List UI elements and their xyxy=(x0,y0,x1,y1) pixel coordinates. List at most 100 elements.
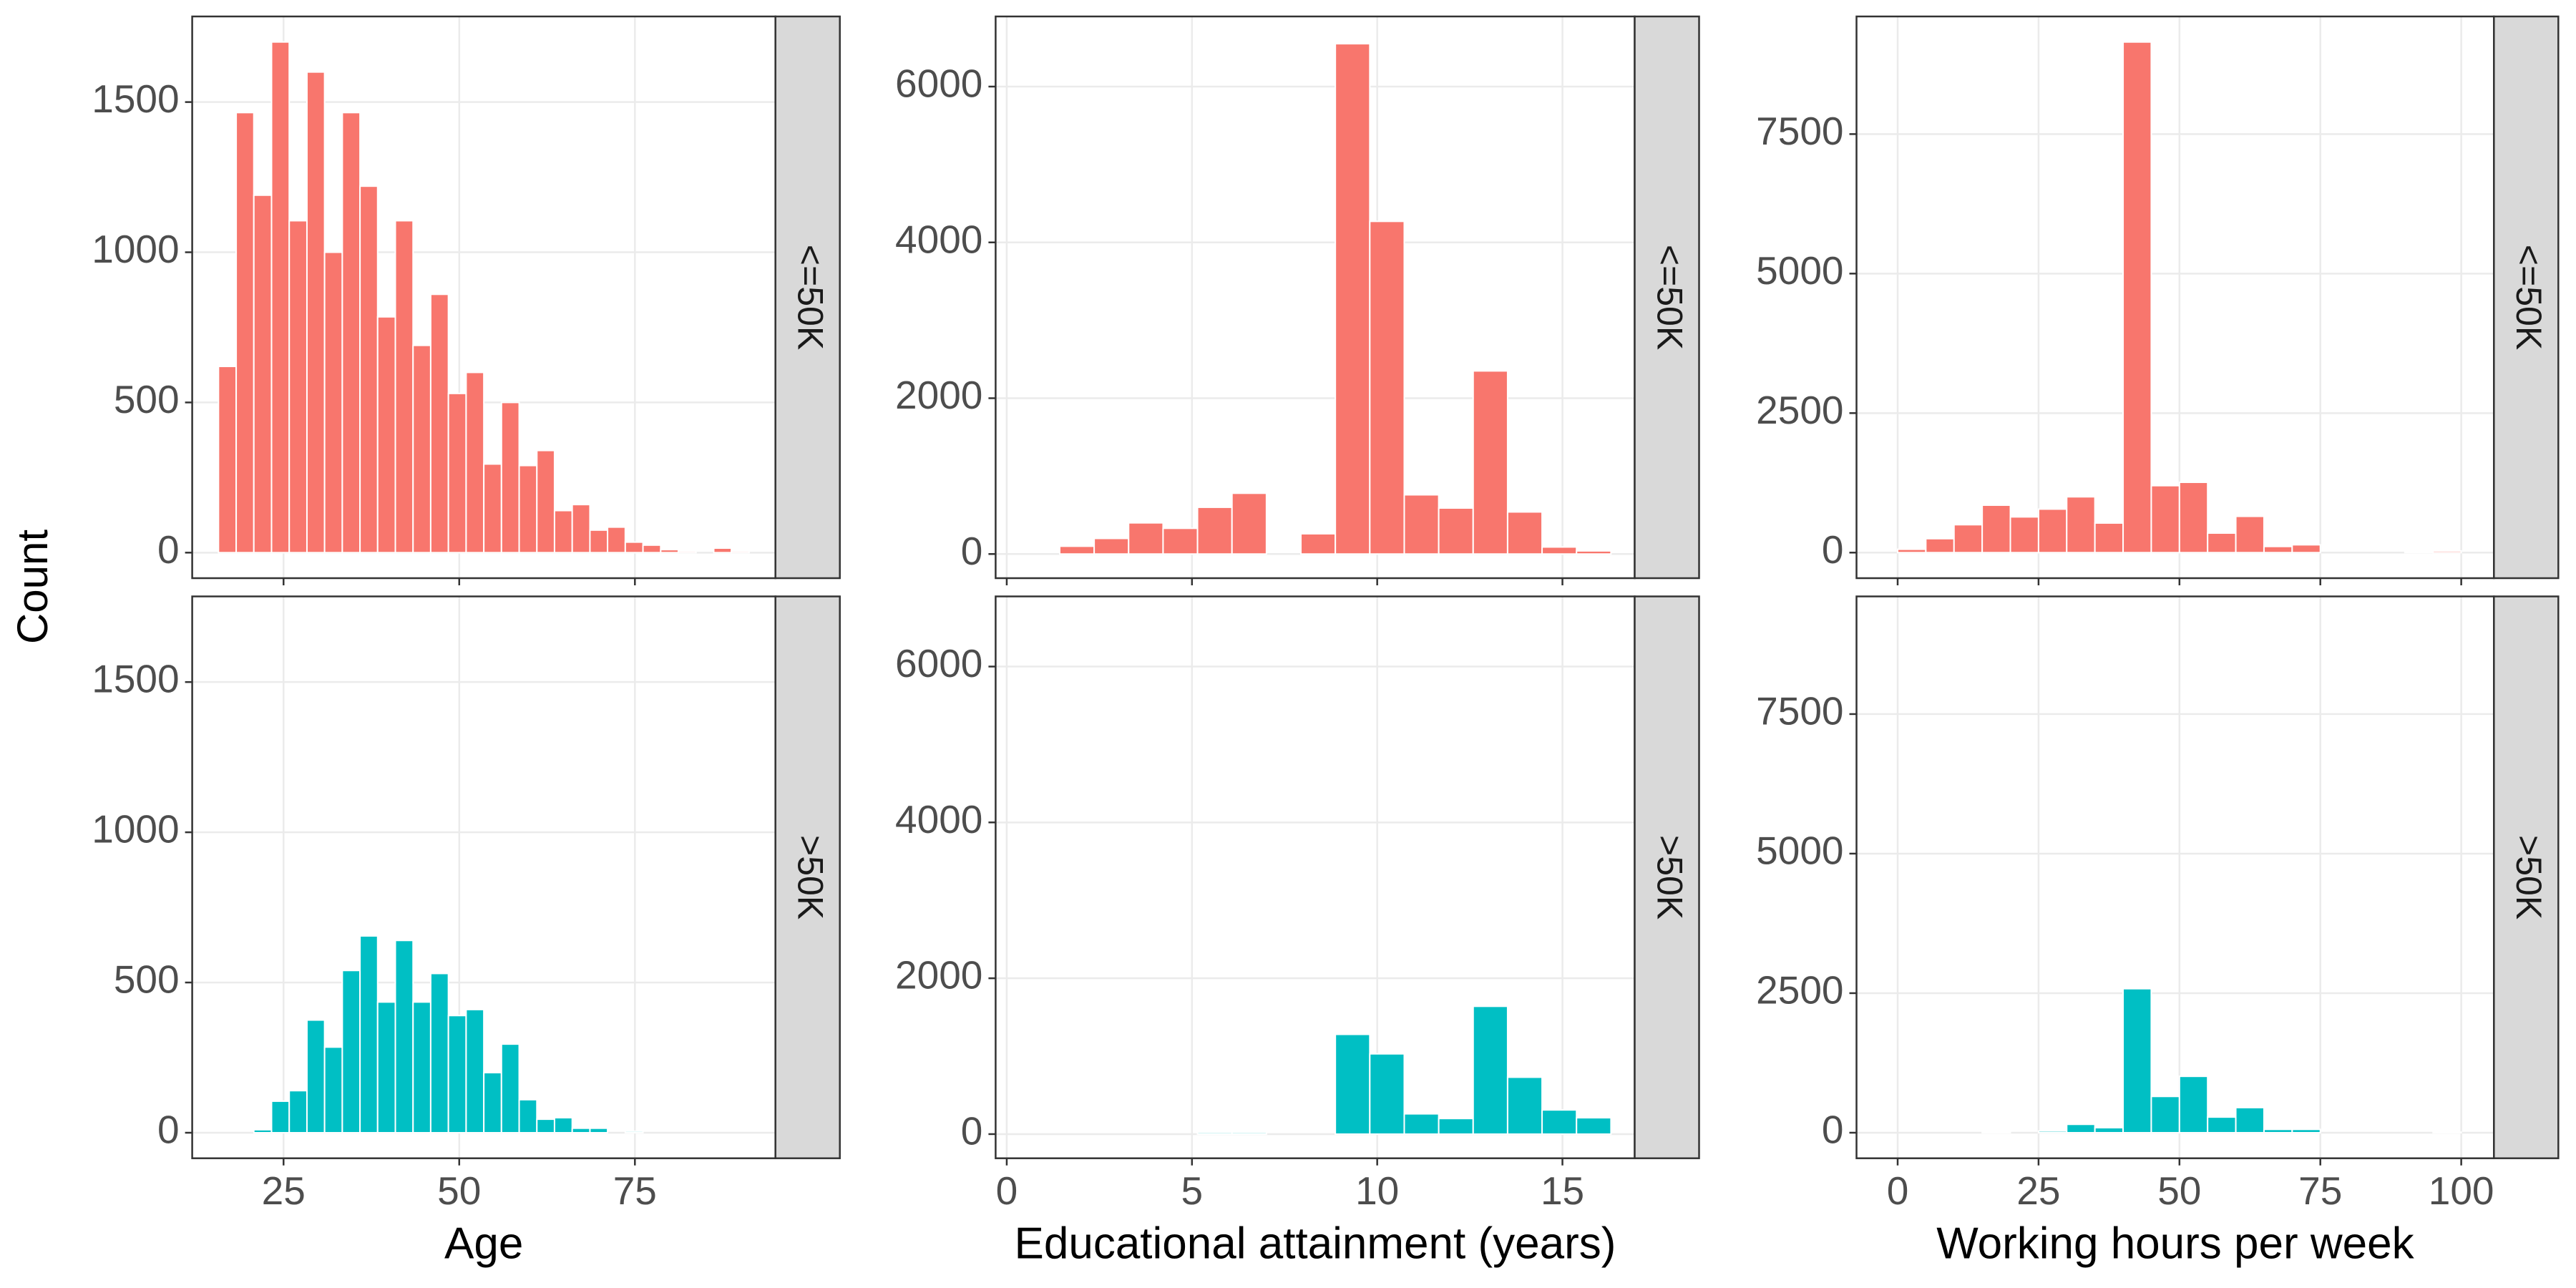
bar xyxy=(1093,537,1130,555)
y-axis-title: Count xyxy=(9,530,57,644)
bar xyxy=(412,344,431,554)
y-tick-label: 6000 xyxy=(895,641,982,686)
bar xyxy=(500,401,520,554)
bar xyxy=(2094,522,2124,554)
y-tick-label: 500 xyxy=(114,957,180,1002)
bar xyxy=(2291,544,2321,554)
bar xyxy=(447,1015,467,1134)
x-tick-label: 75 xyxy=(613,1169,657,1213)
strip-label: <=50K xyxy=(790,245,830,350)
bar xyxy=(624,1130,644,1134)
bar xyxy=(2122,987,2152,1133)
bar xyxy=(1576,550,1612,555)
bar xyxy=(1981,504,2011,554)
bar xyxy=(288,1090,308,1134)
y-tick-label: 7500 xyxy=(1756,688,1843,733)
bar xyxy=(1506,511,1543,555)
bar xyxy=(518,1098,538,1134)
bar xyxy=(359,185,379,554)
bar xyxy=(1953,524,1984,554)
y-tick-label: 0 xyxy=(157,1108,180,1152)
bar xyxy=(1472,1005,1508,1135)
bar xyxy=(306,1019,326,1134)
y-tick-label: 6000 xyxy=(895,62,982,106)
bar xyxy=(2066,496,2096,554)
bar xyxy=(607,526,626,554)
x-tick-label: 0 xyxy=(1887,1169,1909,1213)
x-tick-label: 50 xyxy=(437,1169,481,1213)
bar xyxy=(1231,492,1267,555)
bar xyxy=(2066,1123,2096,1133)
bar xyxy=(1369,1053,1405,1135)
bar xyxy=(589,1127,609,1134)
y-tick-label: 1500 xyxy=(92,77,179,121)
bar xyxy=(589,529,609,554)
bar xyxy=(2178,1075,2209,1133)
bar xyxy=(323,1046,343,1134)
x-tick-label: 25 xyxy=(262,1169,306,1213)
x-tick-label: 0 xyxy=(996,1169,1018,1213)
bar xyxy=(2263,545,2293,554)
x-axis-title: Age xyxy=(444,1219,523,1268)
y-tick-label: 1000 xyxy=(92,807,179,852)
bar xyxy=(1438,1118,1474,1135)
strip-label: <=50K xyxy=(2509,245,2549,350)
x-tick-label: 100 xyxy=(2429,1169,2494,1213)
y-tick-label: 4000 xyxy=(895,797,982,841)
strip-label: <=50K xyxy=(1649,245,1689,350)
bar xyxy=(1925,537,1955,554)
bar xyxy=(624,541,644,554)
bar xyxy=(288,220,308,554)
y-tick-label: 4000 xyxy=(895,217,982,261)
y-tick-label: 1500 xyxy=(92,657,179,701)
bar xyxy=(2094,1126,2124,1133)
y-tick-label: 0 xyxy=(961,529,983,573)
bar xyxy=(306,71,326,554)
bar xyxy=(1541,546,1578,555)
bar xyxy=(1162,527,1199,555)
bar xyxy=(465,371,485,554)
strip xyxy=(1634,595,1700,1159)
bar xyxy=(1472,370,1508,555)
strip xyxy=(774,15,841,580)
strip-label: >50K xyxy=(2509,835,2549,919)
bar xyxy=(376,1001,396,1134)
bar xyxy=(2150,1096,2180,1133)
bar xyxy=(2432,1131,2462,1133)
y-tick-label: 2000 xyxy=(895,373,982,417)
bar xyxy=(2263,1128,2293,1133)
bar xyxy=(218,366,238,554)
x-tick-label: 25 xyxy=(2016,1169,2060,1213)
bar xyxy=(553,1117,573,1134)
panel-background xyxy=(995,16,1635,578)
y-tick-label: 2000 xyxy=(895,953,982,997)
bar xyxy=(2207,1116,2237,1133)
bar xyxy=(571,504,591,554)
bar xyxy=(2432,550,2462,554)
bar xyxy=(429,293,449,554)
y-tick-label: 5000 xyxy=(1756,828,1843,872)
bar xyxy=(677,550,697,554)
bar xyxy=(412,1001,431,1134)
bar xyxy=(518,464,538,554)
bar xyxy=(465,1008,485,1134)
panel-background xyxy=(995,596,1635,1158)
bar xyxy=(1981,1131,2011,1133)
bar xyxy=(1196,1131,1233,1135)
bar xyxy=(1335,43,1371,555)
bar xyxy=(2122,41,2152,554)
y-tick-label: 2500 xyxy=(1756,967,1843,1012)
bar xyxy=(2178,482,2209,554)
y-tick-label: 7500 xyxy=(1756,109,1843,153)
bar xyxy=(500,1043,520,1134)
strip xyxy=(2493,595,2560,1159)
panel-background xyxy=(1856,16,2494,578)
bar xyxy=(447,392,467,554)
bar xyxy=(1506,1076,1543,1135)
x-tick-label: 10 xyxy=(1355,1169,1399,1213)
y-tick-label: 0 xyxy=(1822,527,1844,572)
bar xyxy=(1369,220,1405,555)
bar xyxy=(536,1118,555,1134)
bar xyxy=(1438,507,1474,555)
